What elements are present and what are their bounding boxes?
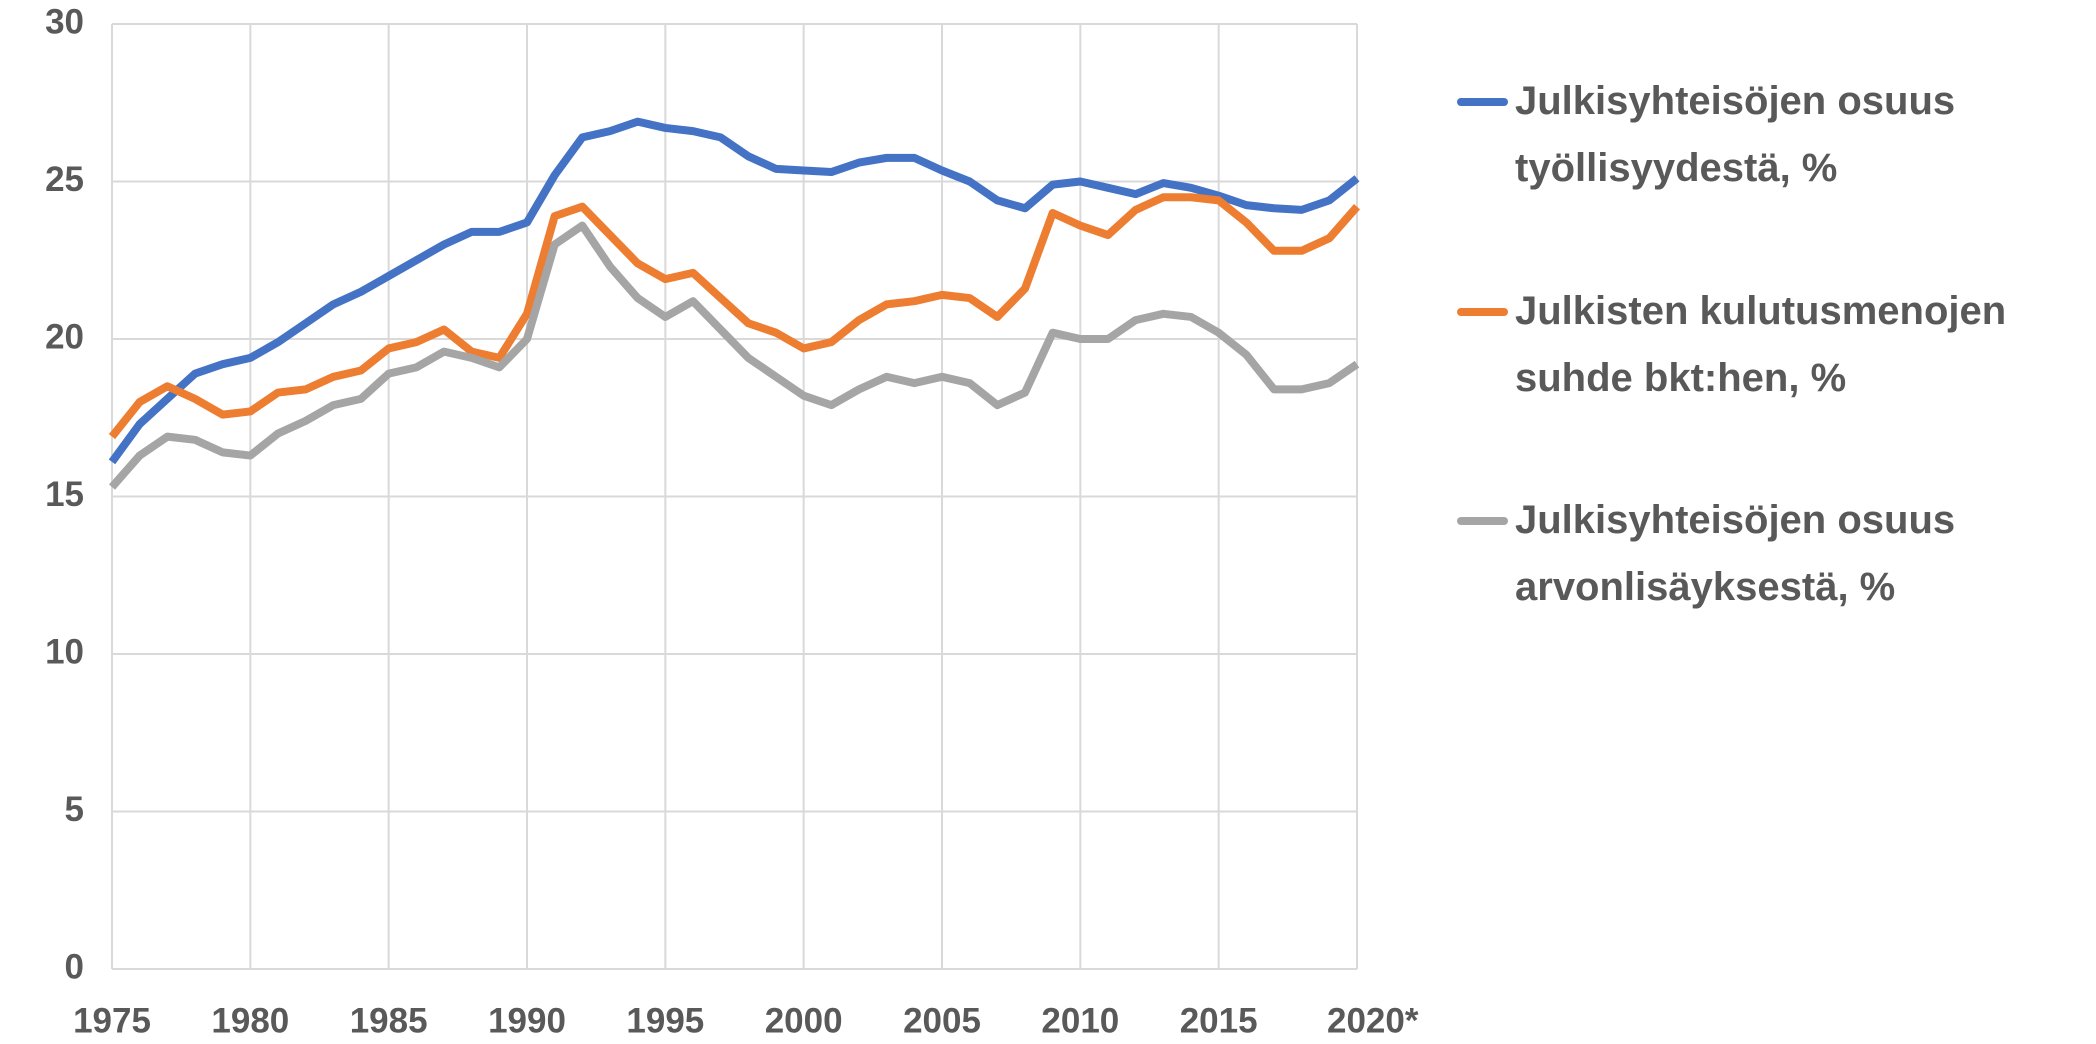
line-series <box>108 117 1360 465</box>
y-tick-label: 10 <box>45 632 84 671</box>
x-tick-label: 1985 <box>350 1001 428 1040</box>
line-series <box>108 193 1361 440</box>
legend-label: Julkisyhteisöjen osuus arvonlisäyksestä,… <box>1515 498 1956 609</box>
x-tick-label: 2020* <box>1327 1001 1419 1040</box>
y-tick-label: 15 <box>45 475 84 514</box>
x-tick-label: 2005 <box>903 1001 981 1040</box>
legend-swatch <box>1457 98 1508 106</box>
y-tick-label: 30 <box>45 2 84 41</box>
y-tick-label: 5 <box>65 790 84 829</box>
x-tick-label: 1995 <box>626 1001 704 1040</box>
y-tick-label: 25 <box>45 160 84 199</box>
x-tick-label: 1990 <box>488 1001 566 1040</box>
legend-label: Julkisyhteisöjen osuus työllisyydestä, % <box>1515 79 1956 190</box>
x-tick-label: 1980 <box>211 1001 289 1040</box>
x-tick-label: 2000 <box>765 1001 843 1040</box>
legend-entry: Julkisyhteisöjen osuus työllisyydestä, % <box>1457 68 2087 202</box>
legend-entry: Julkisyhteisöjen osuus arvonlisäyksestä,… <box>1457 487 2087 621</box>
y-tick-label: 0 <box>65 947 84 986</box>
x-tick-label: 2015 <box>1180 1001 1258 1040</box>
legend-entry: Julkisten kulutusmenojen suhde bkt:hen, … <box>1457 278 2087 412</box>
x-tick-label: 1975 <box>73 1001 151 1040</box>
y-tick-label: 20 <box>45 317 84 356</box>
legend-label: Julkisten kulutusmenojen suhde bkt:hen, … <box>1515 289 2007 400</box>
x-tick-label: 2010 <box>1041 1001 1119 1040</box>
legend-swatch <box>1457 517 1508 525</box>
legend-swatch <box>1457 308 1508 316</box>
line-series <box>108 221 1360 490</box>
